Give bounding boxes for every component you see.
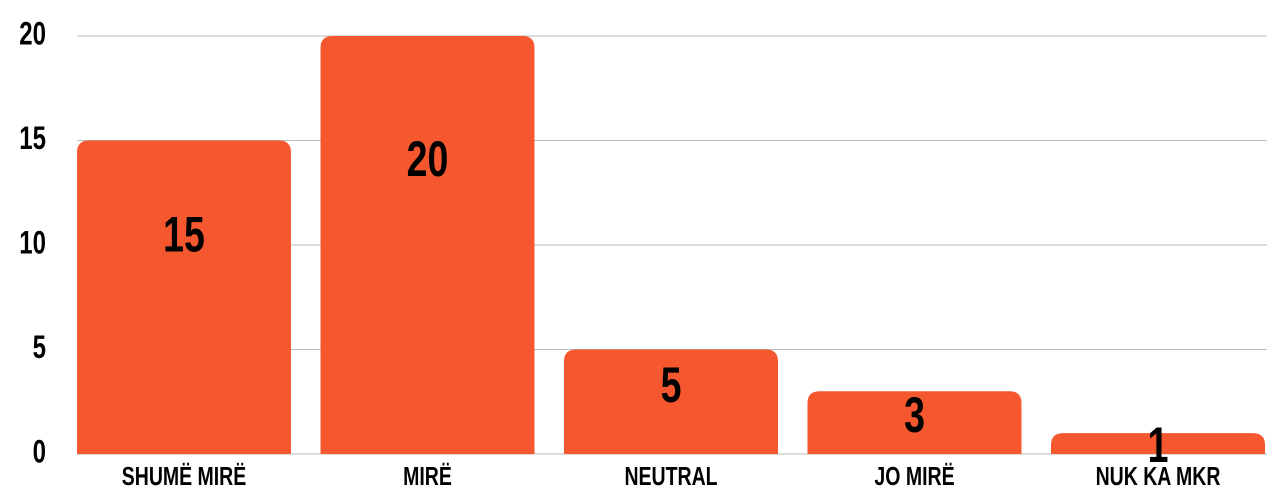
bar — [564, 349, 778, 454]
y-tick-label: 20 — [19, 15, 46, 51]
x-tick-label: NEUTRAL — [624, 461, 717, 490]
bar — [77, 140, 291, 454]
value-label: 1 — [1148, 418, 1169, 473]
x-tick-label: JO MIRË — [874, 461, 954, 490]
value-label: 5 — [661, 358, 682, 413]
y-tick-label: 10 — [19, 224, 46, 260]
y-tick-label: 5 — [33, 329, 46, 365]
value-label: 15 — [163, 207, 205, 262]
bar — [807, 391, 1022, 454]
bar — [320, 36, 535, 454]
x-tick-label: SHUMË MIRË — [122, 461, 247, 490]
x-tick-label: NUK KA MKR — [1096, 461, 1221, 490]
y-tick-label: 0 — [33, 433, 46, 469]
bar — [1051, 433, 1265, 454]
y-tick-label: 15 — [19, 120, 46, 156]
value-label: 3 — [904, 388, 925, 443]
x-tick-label: MIRË — [403, 461, 452, 490]
value-label: 20 — [407, 132, 449, 187]
